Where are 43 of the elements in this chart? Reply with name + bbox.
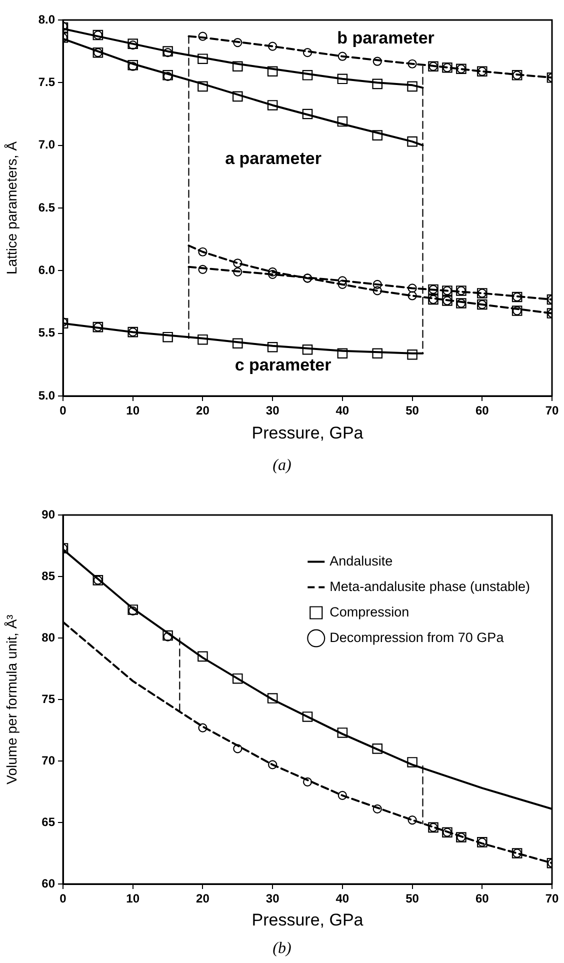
- y-tick-label: 75: [42, 692, 56, 706]
- y-tick-label: 6.0: [38, 262, 56, 277]
- text: (b): [272, 939, 292, 959]
- x-tick-label: 50: [406, 404, 420, 418]
- x-tick-label: 20: [196, 404, 210, 418]
- y-axis-title: Lattice parameters, Å: [3, 140, 20, 275]
- text: (a): [272, 456, 292, 476]
- x-tick-label: 20: [196, 892, 210, 906]
- annotation: c parameter: [234, 356, 332, 375]
- y-tick-label: 7.0: [38, 138, 56, 152]
- x-tick-label: 40: [336, 892, 350, 906]
- x-tick-label: 0: [60, 404, 67, 418]
- x-axis-title: Pressure, GPa: [252, 423, 364, 442]
- y-tick-label: 5.0: [38, 388, 56, 402]
- x-tick-label: 10: [126, 892, 140, 906]
- x-tick-label: 0: [60, 892, 67, 906]
- y-tick-label: 85: [42, 568, 56, 583]
- x-axis-title: Pressure, GPa: [252, 910, 364, 930]
- annotation: a parameter: [225, 148, 322, 168]
- x-tick-label: 10: [126, 404, 140, 418]
- y-axis-title: Volume per formula unit, Å³: [3, 614, 20, 784]
- x-tick-label: 30: [266, 404, 280, 418]
- legend-label: Andalusite: [330, 553, 393, 568]
- x-tick-label: 40: [336, 404, 350, 418]
- x-tick-label: 70: [545, 404, 559, 418]
- y-tick-label: 70: [42, 753, 56, 768]
- y-tick-label: 7.5: [38, 74, 56, 89]
- y-tick-label: 80: [42, 630, 56, 644]
- legend-label: Meta-andalusite phase (unstable): [330, 578, 530, 594]
- legend-label: Decompression from 70 GPa: [330, 630, 504, 645]
- x-tick-label: 30: [266, 892, 280, 906]
- y-tick-label: 60: [42, 876, 56, 890]
- y-tick-label: 5.5: [38, 326, 56, 340]
- annotation: b parameter: [337, 28, 435, 48]
- y-tick-label: 6.5: [38, 200, 56, 214]
- legend-label: Compression: [330, 604, 410, 620]
- x-tick-label: 70: [545, 892, 559, 906]
- y-tick-label: 90: [42, 507, 56, 522]
- y-tick-label: 8.0: [38, 12, 56, 26]
- x-tick-label: 60: [475, 892, 490, 906]
- x-tick-label: 50: [406, 892, 420, 906]
- x-tick-label: 60: [475, 404, 490, 418]
- y-tick-label: 65: [42, 814, 56, 829]
